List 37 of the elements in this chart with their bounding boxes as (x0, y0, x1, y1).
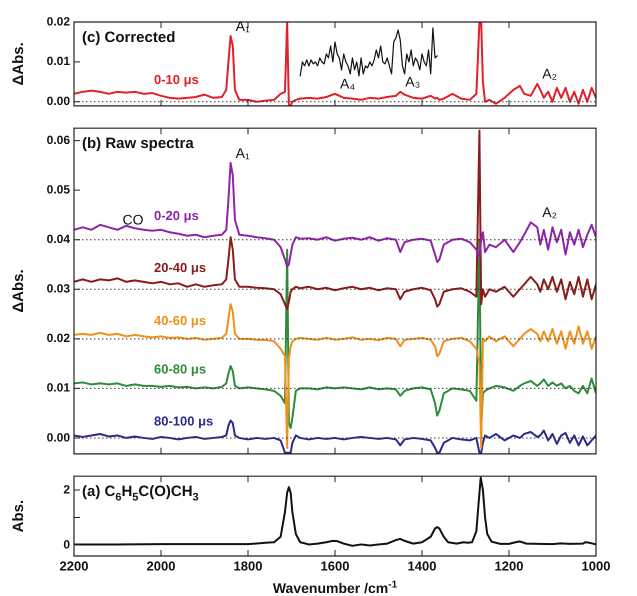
annotation: A₁ (236, 144, 250, 161)
y-tick-label: 0.02 (46, 331, 70, 346)
text: (c) Corrected (82, 29, 176, 46)
x-tick-label: 1000 (582, 558, 610, 574)
y-tick-label: 0.03 (46, 282, 70, 296)
y-tick-label: 0.01 (46, 54, 70, 68)
x-tick-label: 1200 (494, 558, 524, 574)
series-label: 80-100 μs (154, 413, 214, 428)
x-tick-label: 1800 (234, 558, 262, 574)
annotation: CO (122, 212, 144, 228)
y-tick-label: 0.04 (46, 232, 70, 246)
y-tick-label: 2 (63, 482, 70, 496)
series-label: 0-10 μs (154, 72, 199, 87)
annotation: A₄ (340, 76, 356, 92)
y-tick-label: 0.01 (46, 380, 70, 395)
y-tick-label: 0.00 (46, 430, 70, 444)
annotation: A₂ (542, 204, 558, 220)
y-axis-title: Abs. (10, 500, 28, 532)
y-tick-label: 0.00 (46, 94, 70, 108)
annotation: A₂ (542, 66, 558, 82)
series-label: 60-80 μs (154, 361, 206, 376)
series-label: 20-40 μs (154, 260, 206, 275)
y-tick-label: 0.06 (46, 132, 70, 147)
annotation: A₃ (405, 74, 420, 90)
annotation: A₁ (236, 18, 250, 34)
text: (b) Raw spectra (82, 135, 194, 152)
x-tick-label: 2200 (60, 558, 88, 574)
x-tick-label: 2000 (146, 558, 176, 574)
y-tick-label: 0.02 (46, 14, 70, 28)
y-tick-label: 0.05 (46, 182, 70, 196)
x-tick-label: 1400 (408, 558, 436, 574)
series-label: 0-20 μs (154, 208, 199, 223)
x-tick-label: 1600 (320, 558, 350, 574)
y-tick-label: 0 (63, 537, 70, 552)
y-axis-title: ΔAbs. (10, 269, 28, 313)
y-axis-title: ΔAbs. (10, 42, 28, 86)
series-label: 40-60 μs (154, 312, 206, 328)
